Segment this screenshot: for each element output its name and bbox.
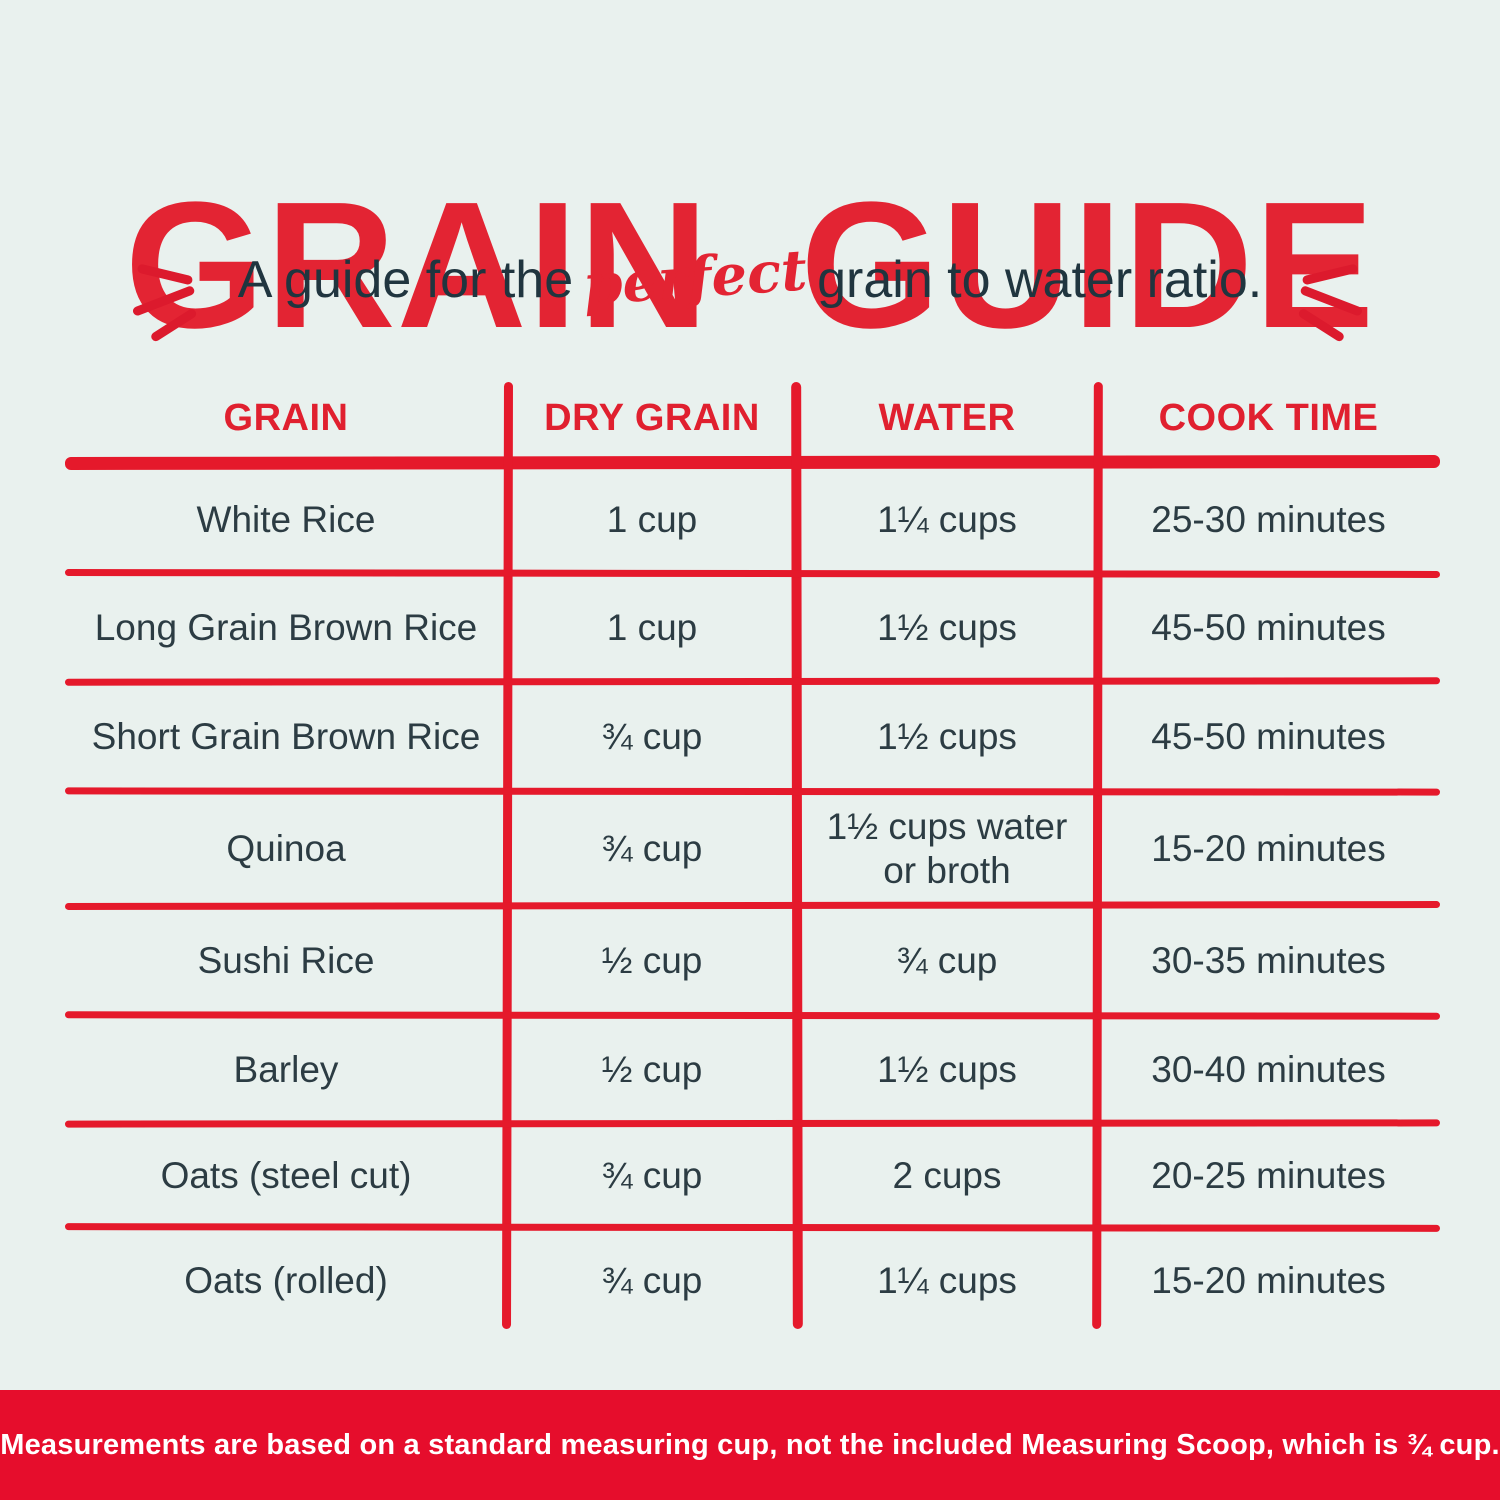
water-cell: 1½ cups water or broth xyxy=(826,805,1068,891)
column-header-dry-grain: DRY GRAIN xyxy=(544,396,760,439)
grain-cell: Oats (rolled) xyxy=(184,1260,388,1302)
table-row: Long Grain Brown Rice 1 cup 1½ cups 45-5… xyxy=(65,577,1440,678)
cook-time-cell: 30-35 minutes xyxy=(1151,939,1386,981)
subtitle-highlight: perfect xyxy=(581,237,810,319)
table-header-row: GRAIN DRY GRAIN WATER COOK TIME xyxy=(65,380,1440,456)
water-cell: 1½ cups xyxy=(877,606,1017,648)
grain-table: GRAIN DRY GRAIN WATER COOK TIME White Ri… xyxy=(64,380,1441,1331)
table-row: Oats (rolled) ¾ cup 1¼ cups 15-20 minute… xyxy=(65,1231,1440,1331)
emphasis-burst-right-icon xyxy=(1298,256,1362,344)
cook-time-cell: 30-40 minutes xyxy=(1151,1048,1386,1090)
subtitle-suffix: grain to water ratio. xyxy=(817,251,1263,309)
dry-grain-cell: ¾ cup xyxy=(601,1154,703,1196)
table-row: White Rice 1 cup 1¼ cups 25-30 minutes xyxy=(65,469,1440,570)
dry-grain-cell: 1 cup xyxy=(606,498,698,540)
table-row: Oats (steel cut) ¾ cup 2 cups 20-25 minu… xyxy=(65,1127,1440,1224)
footer-bar: Measurements are based on a standard mea… xyxy=(0,1390,1500,1500)
column-header-cook-time: COOK TIME xyxy=(1158,396,1379,439)
table-row: Barley ½ cup 1½ cups 30-40 minutes xyxy=(65,1019,1440,1120)
grain-cell: Barley xyxy=(233,1048,339,1090)
cook-time-cell: 20-25 minutes xyxy=(1151,1154,1386,1196)
dry-grain-cell: ½ cup xyxy=(601,1048,703,1090)
water-cell: 1½ cups xyxy=(877,715,1017,757)
dry-grain-cell: ¾ cup xyxy=(601,1260,703,1302)
water-cell: ¾ cup xyxy=(896,939,998,981)
cook-time-cell: 15-20 minutes xyxy=(1151,827,1386,869)
footer-note: Measurements are based on a standard mea… xyxy=(0,1428,1500,1461)
page-title: GRAIN GUIDE xyxy=(124,164,1376,366)
grain-cell: Oats (steel cut) xyxy=(160,1154,412,1196)
table-row: Quinoa ¾ cup 1½ cups water or broth 15-2… xyxy=(65,795,1440,902)
table-row: Short Grain Brown Rice ¾ cup 1½ cups 45-… xyxy=(65,685,1440,788)
dry-grain-cell: ¾ cup xyxy=(601,715,703,757)
column-header-grain: GRAIN xyxy=(223,396,349,439)
dry-grain-cell: ¾ cup xyxy=(601,827,703,869)
column-header-water: WATER xyxy=(878,396,1016,439)
header-underline xyxy=(64,455,1441,470)
subtitle: A guide for the perfect grain to water rat… xyxy=(0,237,1500,318)
water-cell: 2 cups xyxy=(892,1154,1002,1196)
water-cell: 1¼ cups xyxy=(877,498,1017,540)
water-cell: 1½ cups xyxy=(877,1048,1017,1090)
grain-cell: Sushi Rice xyxy=(197,939,375,981)
dry-grain-cell: ½ cup xyxy=(601,939,703,981)
cook-time-cell: 45-50 minutes xyxy=(1151,715,1386,757)
table-row: Sushi Rice ½ cup ¾ cup 30-35 minutes xyxy=(65,909,1440,1012)
subtitle-prefix: A guide for the xyxy=(237,251,574,309)
cook-time-cell: 25-30 minutes xyxy=(1151,498,1386,540)
water-cell: 1¼ cups xyxy=(877,1260,1017,1302)
grain-cell: Quinoa xyxy=(226,827,346,869)
dry-grain-cell: 1 cup xyxy=(606,606,698,648)
cook-time-cell: 45-50 minutes xyxy=(1151,606,1386,648)
grain-cell: Short Grain Brown Rice xyxy=(91,715,481,757)
grain-cell: Long Grain Brown Rice xyxy=(94,606,478,648)
emphasis-burst-left-icon xyxy=(133,256,197,344)
grain-cell: White Rice xyxy=(196,498,376,540)
cook-time-cell: 15-20 minutes xyxy=(1151,1260,1386,1302)
